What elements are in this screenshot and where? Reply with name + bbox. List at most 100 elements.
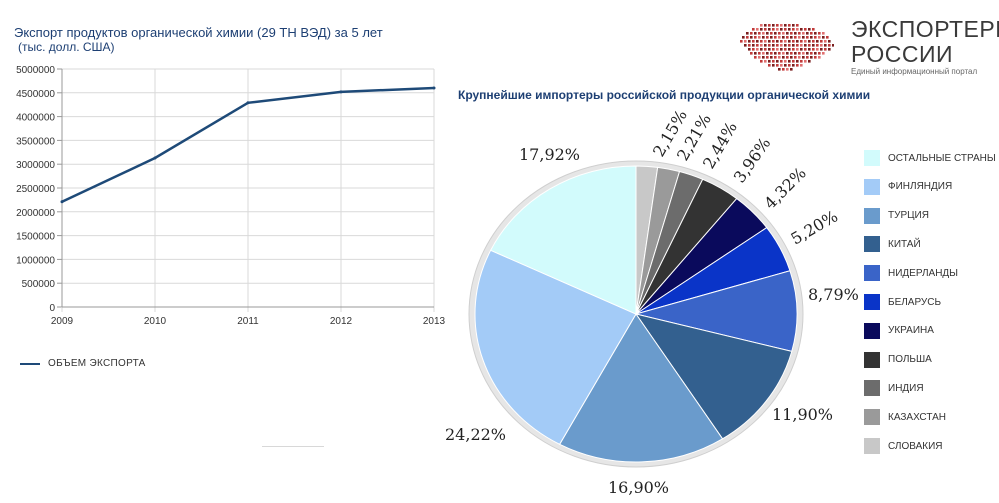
logo-map-dot [754, 36, 757, 39]
logo-map-dot [800, 40, 803, 43]
pie-legend-label: УКРАИНА [888, 325, 934, 337]
logo-map-dot [786, 32, 789, 35]
pie-slice [634, 270, 798, 353]
logo-map-dot [824, 44, 827, 47]
logo-map-dot [772, 64, 775, 67]
logo-map-dot [756, 48, 759, 51]
logo-map-dot [790, 32, 793, 35]
logo-map-dot [788, 24, 791, 27]
logo-map-dot [816, 44, 819, 47]
logo-map-dot [780, 40, 783, 43]
logo-map-dot [760, 48, 763, 51]
logo-map-dot [776, 48, 779, 51]
logo-map-dot [782, 68, 785, 71]
logo-map-dot [764, 44, 767, 47]
logo-map-dot [808, 28, 811, 31]
logo-map-dot [758, 32, 761, 35]
logo-map-dot [808, 48, 811, 51]
logo-map-dot [800, 48, 803, 51]
logo-map-dot [768, 24, 771, 27]
logo-map-dot [806, 52, 809, 55]
logo-map-dot [780, 48, 783, 51]
logo-map-dot [768, 40, 771, 43]
pie-slice [489, 165, 637, 315]
logo-map-dot [762, 36, 765, 39]
logo-map-dot [786, 68, 789, 71]
logo-map-dot [776, 60, 779, 63]
logo-map-dot [794, 36, 797, 39]
pie-slice [634, 313, 793, 440]
logo-map-dot [760, 60, 763, 63]
logo-map-dot [802, 36, 805, 39]
logo-map-dot [748, 44, 751, 47]
logo-map-dot [772, 60, 775, 63]
logo-map-dot [764, 60, 767, 63]
pie-legend-label: ТУРЦИЯ [888, 210, 929, 222]
pie-legend-item: КИТАЙ [864, 236, 921, 253]
pie-legend-swatch [864, 207, 880, 224]
logo-map-dot [808, 40, 811, 43]
logo-map-dot [768, 64, 771, 67]
logo-map-dot [812, 44, 815, 47]
logo-map-dot [802, 32, 805, 35]
logo-map-dot [808, 60, 811, 63]
logo-map-dot [796, 40, 799, 43]
pie-legend-label: ОСТАЛЬНЫЕ СТРАНЫ [888, 152, 996, 164]
logo-map-dot [760, 28, 763, 31]
pie-legend-label: ПОЛЬША [888, 354, 932, 366]
logo-map-dot [828, 48, 831, 51]
logo-map-dot [772, 44, 775, 47]
logo-map-dot [776, 24, 779, 27]
pie-data-label: 5,20% [788, 207, 842, 249]
logo-map-dot [748, 40, 751, 43]
logo-map-dot [802, 52, 805, 55]
logo-map-dot [772, 48, 775, 51]
logo-map-dot [786, 36, 789, 39]
y-tick-label: 4000000 [16, 113, 55, 124]
logo-map-dot [796, 64, 799, 67]
logo-map-dot [822, 32, 825, 35]
logo-map-dot [770, 32, 773, 35]
legend-line-label: ОБЪЕМ ЭКСПОРТА [48, 358, 146, 369]
pie-legend-swatch [864, 150, 880, 166]
logo-map-dot [740, 40, 743, 43]
pie-data-label: 8,79% [808, 285, 859, 304]
logo-map-dot [798, 36, 801, 39]
pie-legend-swatch [864, 380, 880, 397]
pie-legend-swatch [864, 265, 880, 282]
data-point [60, 200, 64, 204]
logo-map-dot [788, 64, 791, 67]
y-tick-label: 500000 [22, 279, 56, 290]
logo-map-dot [816, 40, 819, 43]
pie-legend-item: ПОЛЬША [864, 351, 932, 368]
logo-map-dot [752, 48, 755, 51]
logo-map-dot [804, 40, 807, 43]
export-line-chart: 0 500000 1000000 1500000 2000000 2500000 30000… [16, 65, 445, 327]
pie-legend-label: КИТАЙ [888, 238, 921, 250]
logo-map-dot [782, 56, 785, 59]
pie-legend-item: ТУРЦИЯ [864, 207, 929, 224]
logo-map-dot [818, 32, 821, 35]
logo-map-dot [746, 32, 749, 35]
pie-legend-swatch [864, 322, 880, 339]
logo-map-dot [806, 36, 809, 39]
pie-data-label: 4,32% [760, 163, 809, 212]
importers-pie-chart: 2,15%2,21%2,44%3,96%4,32%5,20%8,79%11,90… [445, 106, 859, 497]
logo-map-dot [778, 68, 781, 71]
logo-map-dot [790, 36, 793, 39]
logo-map-dot [800, 28, 803, 31]
logo-map-dot [792, 40, 795, 43]
logo-map-dot [800, 64, 803, 67]
logo-map-dot [784, 44, 787, 47]
pie-chart-title: Крупнейшие импортеры российской продукци… [458, 88, 871, 102]
logo-map-dot [782, 52, 785, 55]
logo-map-dot [778, 56, 781, 59]
logo-map-dot [804, 48, 807, 51]
logo-map-dot [762, 52, 765, 55]
logo-map-dot [824, 48, 827, 51]
pie-legend-item: КАЗАХСТАН [864, 409, 946, 426]
logo-map-dot [784, 60, 787, 63]
data-point [246, 101, 250, 105]
pie-legend-item: ОСТАЛЬНЫЕ СТРАНЫ [864, 150, 996, 166]
logo-map-dot [768, 60, 771, 63]
